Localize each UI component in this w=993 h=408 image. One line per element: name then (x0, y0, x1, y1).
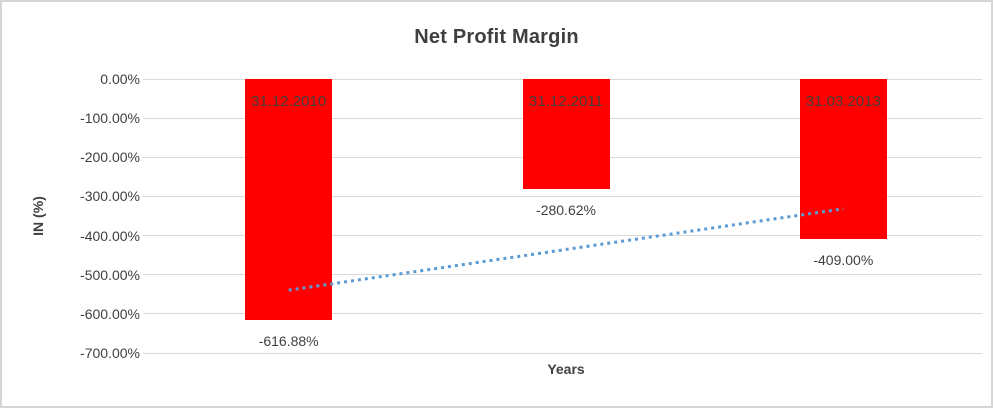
y-tick-mark (143, 352, 150, 354)
bar-value-label: -616.88% (258, 333, 319, 350)
x-axis-title: Years (547, 361, 585, 377)
y-tick-mark (143, 274, 150, 276)
y-tick-mark (143, 313, 150, 315)
y-tick-mark (143, 156, 150, 158)
y-tick-label: -300.00% (80, 188, 140, 205)
y-tick-label: -400.00% (80, 227, 140, 244)
bar-value-label: -280.62% (536, 201, 596, 218)
bar-value-label: -409.00% (813, 252, 874, 269)
y-tick-label: -100.00% (80, 110, 140, 127)
bar (245, 79, 333, 321)
gridline (150, 352, 982, 354)
y-tick-label: -600.00% (80, 305, 140, 322)
bar-category-label: 31.03.2013 (805, 93, 881, 110)
chart-title: Net Profit Margin (414, 26, 579, 48)
y-tick-label: 0.00% (100, 71, 140, 87)
gridline (150, 313, 982, 315)
y-tick-label: -700.00% (80, 345, 140, 361)
y-tick-mark (143, 195, 150, 197)
bar-category-label: 31.12.2011 (529, 93, 603, 110)
y-tick-label: -200.00% (80, 149, 140, 166)
y-tick-mark (143, 235, 150, 237)
y-tick-label: -500.00% (80, 266, 140, 283)
y-tick-mark (143, 78, 150, 80)
trendline (288, 207, 844, 292)
gridline (150, 195, 982, 197)
bar-category-label: 31.12.2010 (251, 93, 327, 110)
y-tick-mark (143, 117, 150, 119)
bar (522, 79, 610, 189)
